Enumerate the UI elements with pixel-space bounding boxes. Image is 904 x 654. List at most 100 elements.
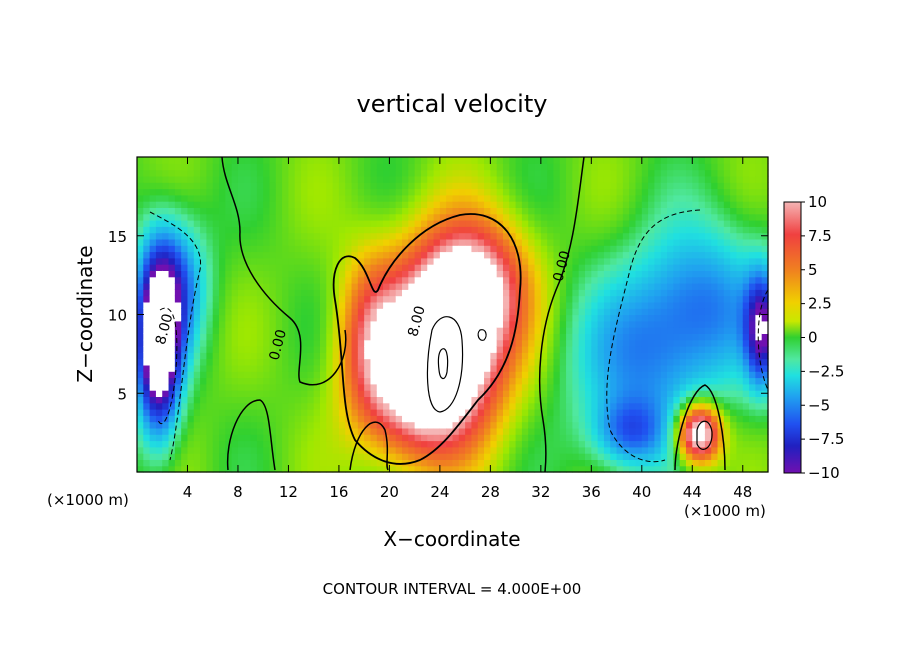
heatmap-cell (307, 390, 315, 397)
heatmap-cell (484, 289, 491, 297)
heatmap-cell (635, 402, 643, 410)
heatmap-cell (761, 238, 769, 246)
heatmap-cell (755, 421, 763, 429)
heatmap-cell (566, 434, 573, 442)
heatmap-cell (559, 270, 567, 278)
heatmap-cell (212, 383, 220, 391)
heatmap-cell (641, 194, 649, 202)
heatmap-cell (219, 446, 226, 454)
heatmap-cell (187, 446, 195, 454)
heatmap-cell (673, 301, 681, 309)
heatmap-cell (244, 207, 252, 215)
heatmap-cell (155, 440, 163, 448)
heatmap-cell (572, 383, 580, 391)
heatmap-cell (477, 421, 485, 429)
heatmap-cell (332, 409, 340, 416)
heatmap-cell (370, 232, 378, 240)
heatmap-cell (585, 320, 592, 328)
heatmap-cell (515, 264, 523, 271)
heatmap-cell (193, 358, 201, 366)
heatmap-cell (685, 220, 693, 227)
heatmap-cell (263, 339, 271, 347)
heatmap-cell (219, 358, 226, 366)
heatmap-cell (534, 358, 542, 366)
heatmap-cell (155, 276, 163, 284)
heatmap-cell (749, 327, 756, 334)
heatmap-cell (200, 238, 208, 246)
heatmap-cell (357, 232, 365, 240)
heatmap-cell (622, 207, 630, 215)
heatmap-cell (269, 339, 277, 347)
heatmap-cell (572, 333, 580, 341)
heatmap-cell (200, 358, 208, 366)
heatmap-cell (679, 314, 687, 322)
heatmap-cell (181, 421, 189, 429)
heatmap-cell (168, 427, 176, 435)
heatmap-cell (648, 396, 656, 404)
heatmap-cell (578, 251, 586, 259)
heatmap-cell (275, 465, 283, 473)
heatmap-cell (225, 434, 233, 442)
heatmap-cell (200, 207, 208, 215)
heatmap-cell (168, 188, 176, 196)
heatmap-cell (566, 301, 573, 309)
heatmap-cell (301, 465, 308, 473)
heatmap-cell (496, 264, 504, 271)
heatmap-cell (301, 264, 308, 271)
heatmap-cell (641, 371, 649, 379)
heatmap-cell (275, 270, 283, 278)
heatmap-cell (736, 213, 744, 221)
heatmap-cell (761, 339, 769, 347)
heatmap-cell (559, 201, 567, 208)
heatmap-cell (137, 339, 144, 347)
heatmap-cell (237, 421, 245, 429)
heatmap-cell (660, 409, 668, 416)
heatmap-cell (749, 169, 756, 177)
heatmap-cell (496, 377, 504, 385)
heatmap-cell (307, 346, 315, 353)
heatmap-cell (509, 440, 517, 448)
heatmap-cell (288, 459, 296, 467)
heatmap-cell (635, 301, 643, 309)
heatmap-cell (174, 157, 182, 164)
heatmap-cell (622, 314, 630, 322)
heatmap-cell (427, 163, 435, 171)
heatmap-cell (408, 453, 416, 460)
heatmap-cell (540, 339, 548, 347)
heatmap-cell (149, 421, 157, 429)
heatmap-cell (301, 238, 308, 246)
heatmap-cell (616, 201, 624, 208)
heatmap-cell (742, 396, 750, 404)
heatmap-cell (755, 396, 763, 404)
heatmap-cell (225, 333, 233, 341)
heatmap-cell (528, 383, 536, 391)
heatmap-cell (635, 264, 643, 271)
heatmap-cell (496, 358, 504, 366)
heatmap-cell (263, 245, 271, 253)
heatmap-cell (332, 339, 340, 347)
heatmap-cell (730, 446, 738, 454)
heatmap-cell (547, 163, 555, 171)
heatmap-cell (610, 207, 618, 215)
heatmap-cell (351, 465, 359, 473)
heatmap-cell (452, 188, 460, 196)
heatmap-cell (477, 333, 485, 341)
heatmap-cell (244, 169, 252, 177)
heatmap-cell (673, 295, 681, 303)
heatmap-cell (698, 440, 706, 448)
heatmap-cell (446, 320, 454, 328)
heatmap-cell (673, 390, 681, 397)
heatmap-cell (566, 276, 573, 284)
heatmap-cell (383, 301, 390, 309)
heatmap-cell (364, 175, 372, 183)
heatmap-cell (206, 320, 214, 328)
heatmap-cell (723, 201, 731, 208)
heatmap-cell (357, 364, 365, 372)
heatmap-cell (155, 453, 163, 460)
heatmap-cell (383, 308, 390, 316)
heatmap-cell (755, 232, 763, 240)
heatmap-cell (749, 465, 756, 473)
heatmap-cell (294, 364, 302, 372)
heatmap-cell (420, 346, 428, 353)
heatmap-cell (578, 245, 586, 253)
